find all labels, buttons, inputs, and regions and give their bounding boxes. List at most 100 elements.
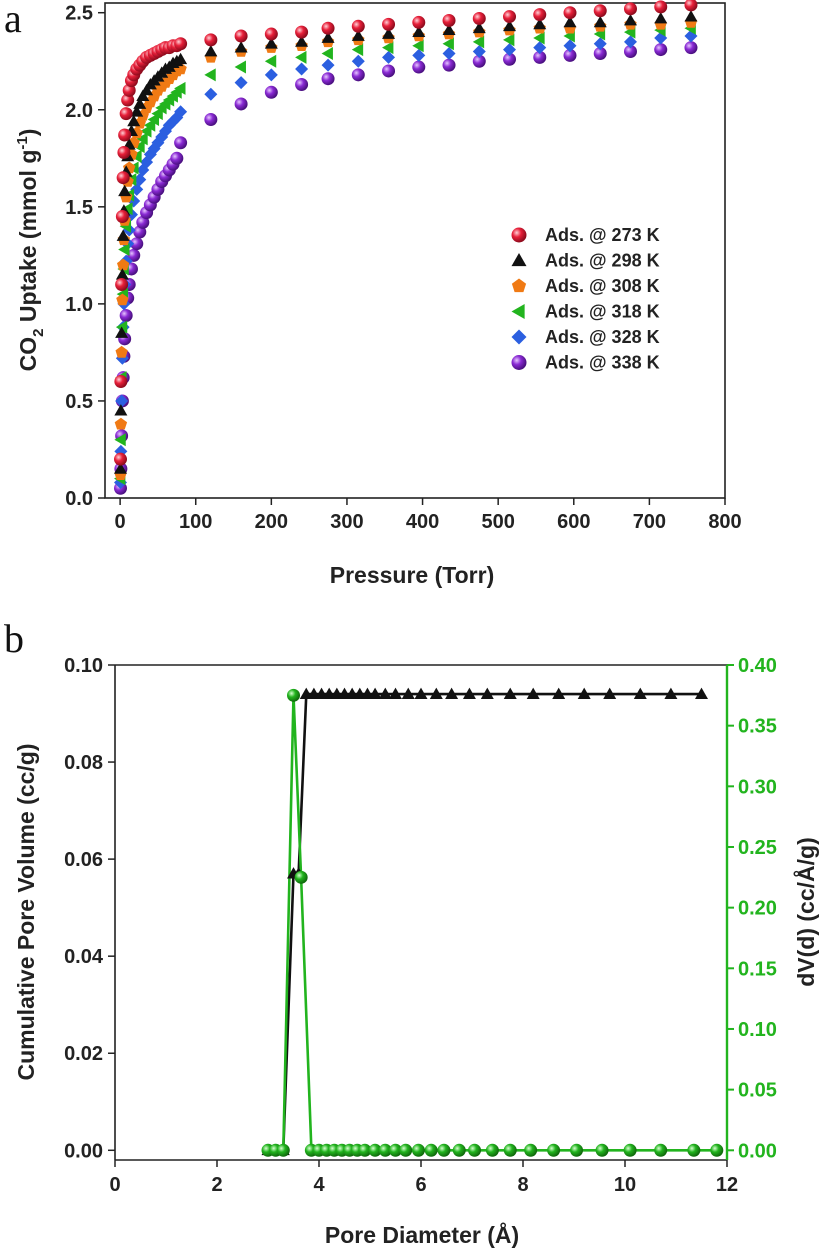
x-tick-label: 8	[517, 1174, 528, 1196]
x-tick-label: 300	[330, 511, 363, 533]
data-point	[524, 1143, 538, 1157]
right-y-tick-label: 0.35	[738, 716, 777, 738]
x-tick-label: 12	[716, 1174, 738, 1196]
series-line-cumulative	[268, 692, 702, 1152]
data-point	[684, 41, 698, 55]
data-point	[294, 870, 308, 884]
data-point	[382, 64, 396, 78]
data-point	[130, 237, 144, 251]
right-y-tick-label: 0.40	[738, 655, 777, 677]
data-point	[664, 687, 678, 699]
x-tick-label: 700	[633, 511, 666, 533]
data-point	[234, 76, 248, 90]
data-point	[382, 50, 396, 64]
data-point	[424, 1143, 438, 1157]
y-tick-label: 2.5	[65, 3, 93, 25]
data-point	[429, 687, 443, 699]
right-y-tick-label: 0.15	[738, 958, 777, 980]
data-point	[368, 1143, 382, 1157]
data-point	[351, 19, 365, 33]
legend-marker	[511, 278, 527, 293]
data-point	[351, 54, 365, 68]
data-point	[378, 1143, 392, 1157]
data-point	[533, 17, 547, 30]
data-point	[133, 140, 145, 154]
data-point	[295, 25, 309, 39]
data-point	[412, 60, 426, 74]
data-point	[468, 1143, 482, 1157]
series-318K	[114, 21, 696, 486]
data-point	[295, 35, 309, 47]
data-point	[503, 687, 517, 699]
data-point	[115, 210, 129, 224]
chart-a-y-ticks: 0.0 0.5 1.0 1.5 2.0 2.5	[65, 3, 105, 510]
legend-marker	[511, 253, 527, 267]
data-point	[351, 68, 365, 82]
data-point	[442, 58, 456, 72]
data-point	[117, 145, 131, 159]
series-points-cumulative	[261, 687, 708, 1156]
data-point	[264, 37, 278, 49]
data-point	[234, 41, 248, 53]
data-point	[412, 39, 424, 53]
data-point	[472, 12, 486, 26]
data-point	[382, 17, 396, 31]
data-point	[389, 1143, 402, 1157]
data-point	[623, 2, 637, 16]
x-tick-label: 4	[313, 1174, 325, 1196]
ylabel-part: Uptake (mmol g	[15, 150, 41, 329]
chart-a-legend: Ads. @ 273 K Ads. @ 298 K Ads. @ 308 K Ads.…	[511, 225, 660, 373]
x-tick-label: 600	[557, 511, 590, 533]
data-point	[472, 35, 485, 49]
data-point	[174, 52, 188, 65]
legend-marker	[511, 355, 527, 370]
data-point	[533, 31, 545, 45]
data-point	[115, 277, 129, 291]
data-point	[552, 687, 566, 699]
data-point	[119, 107, 133, 121]
data-point	[654, 12, 668, 24]
data-point	[321, 72, 335, 86]
data-point	[526, 687, 540, 699]
data-point	[654, 43, 668, 57]
data-point	[204, 33, 218, 47]
legend-marker	[511, 329, 527, 345]
data-point	[133, 97, 147, 109]
data-point	[351, 29, 365, 41]
data-point	[442, 37, 454, 51]
chart-b: 0 2 4 6 8 10 12 0.000.020.040.060.080.10 0.000…	[13, 655, 819, 1248]
data-point	[401, 687, 415, 699]
data-point	[577, 687, 591, 699]
chart-a: 0 100 200 300 400 500 600 700 800 0.0 0.5 1.0 1.5 2.…	[14, 0, 742, 588]
series-points-dvd	[261, 688, 724, 1157]
x-tick-label: 2	[211, 1174, 222, 1196]
data-point	[116, 229, 130, 241]
data-point	[503, 10, 517, 24]
data-point	[234, 60, 246, 74]
data-point	[122, 83, 136, 97]
data-point	[503, 19, 517, 32]
data-point	[127, 248, 141, 262]
data-point	[321, 21, 335, 35]
x-tick-label: 800	[708, 511, 741, 533]
data-point	[114, 417, 128, 430]
data-point	[114, 433, 126, 447]
x-tick-label: 500	[481, 511, 514, 533]
data-point	[115, 326, 129, 338]
data-point	[710, 1143, 724, 1157]
legend-label: Ads. @ 308 K	[545, 276, 660, 296]
legend-marker	[511, 227, 527, 243]
y-tick-label: 0.06	[64, 849, 103, 871]
data-point	[119, 309, 133, 323]
series-308K	[114, 15, 698, 480]
y-tick-label: 0.0	[65, 488, 93, 510]
data-point	[136, 89, 150, 102]
data-point	[570, 1143, 584, 1157]
x-tick-label: 200	[255, 511, 288, 533]
data-point	[687, 1143, 701, 1157]
legend-label: Ads. @ 328 K	[545, 327, 660, 347]
data-point	[276, 1143, 290, 1157]
data-point	[264, 68, 278, 82]
data-point	[695, 687, 708, 699]
data-point	[358, 1143, 372, 1157]
